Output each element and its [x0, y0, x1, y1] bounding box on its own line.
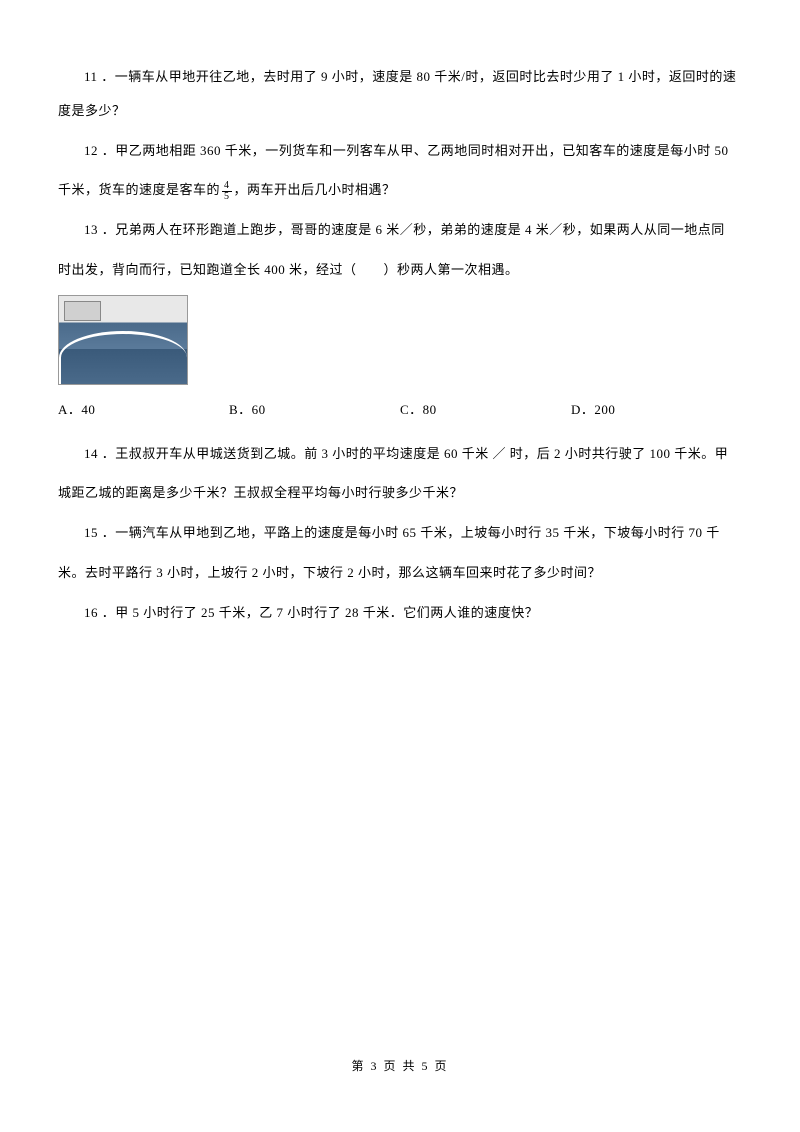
fraction-denominator: 5 [222, 192, 232, 202]
question-text-before-fraction: 千米，货车的速度是客车的 [58, 182, 220, 197]
question-text-line1: 一辆汽车从甲地到乙地，平路上的速度是每小时 65 千米，上坡每小时行 35 千米… [115, 525, 720, 540]
question-16: 16 ．甲 5 小时行了 25 千米，乙 7 小时行了 28 千米．它们两人谁的… [58, 596, 742, 630]
question-text-line1: 王叔叔开车从甲城送货到乙城。前 3 小时的平均速度是 60 千米 ／ 时，后 2… [115, 446, 728, 461]
option-d: D．200 [571, 393, 742, 427]
question-14-line2: 城距乙城的距离是多少千米？王叔叔全程平均每小时行驶多少千米？ [58, 476, 742, 510]
fraction: 45 [222, 181, 232, 202]
page-number: 第 3 页 共 5 页 [351, 1059, 448, 1073]
question-14: 14 ．王叔叔开车从甲城送货到乙城。前 3 小时的平均速度是 60 千米 ／ 时… [58, 437, 742, 471]
question-15-line2: 米。去时平路行 3 小时，上坡行 2 小时，下坡行 2 小时，那么这辆车回来时花… [58, 556, 742, 590]
question-number: 15 [84, 525, 98, 540]
track-illustration [58, 295, 188, 385]
page-footer: 第 3 页 共 5 页 [0, 1051, 800, 1082]
question-text-after-fraction: ，两车开出后几小时相遇？ [234, 182, 396, 197]
question-number: 16 [84, 605, 98, 620]
question-text-line1: 兄弟两人在环形跑道上跑步，哥哥的速度是 6 米／秒，弟弟的速度是 4 米／秒，如… [115, 222, 725, 237]
question-number: 12 [84, 143, 98, 158]
question-13: 13 ．兄弟两人在环形跑道上跑步，哥哥的速度是 6 米／秒，弟弟的速度是 4 米… [58, 213, 742, 247]
option-a: A．40 [58, 393, 229, 427]
question-13-options: A．40 B．60 C．80 D．200 [58, 393, 742, 427]
question-15: 15 ．一辆汽车从甲地到乙地，平路上的速度是每小时 65 千米，上坡每小时行 3… [58, 516, 742, 550]
question-number: 13 [84, 222, 98, 237]
question-13-line2: 时出发，背向而行，已知跑道全长 400 米，经过（ ）秒两人第一次相遇。 [58, 253, 742, 287]
question-number: 11 [84, 69, 98, 84]
question-12-line2: 千米，货车的速度是客车的45，两车开出后几小时相遇？ [58, 173, 742, 207]
question-12: 12 ．甲乙两地相距 360 千米，一列货车和一列客车从甲、乙两地同时相对开出，… [58, 134, 742, 168]
question-text: 甲 5 小时行了 25 千米，乙 7 小时行了 28 千米．它们两人谁的速度快？ [115, 605, 538, 620]
option-c: C．80 [400, 393, 571, 427]
option-b: B．60 [229, 393, 400, 427]
question-number: 14 [84, 446, 98, 461]
question-text-line2: 城距乙城的距离是多少千米？王叔叔全程平均每小时行驶多少千米？ [58, 485, 463, 500]
question-text-line2: 米。去时平路行 3 小时，上坡行 2 小时，下坡行 2 小时，那么这辆车回来时花… [58, 565, 601, 580]
question-11: 11 ．一辆车从甲地开往乙地，去时用了 9 小时，速度是 80 千米/时，返回时… [58, 60, 742, 128]
question-text-line1: 甲乙两地相距 360 千米，一列货车和一列客车从甲、乙两地同时相对开出，已知客车… [115, 143, 728, 158]
question-text: 一辆车从甲地开往乙地，去时用了 9 小时，速度是 80 千米/时，返回时比去时少… [58, 69, 736, 118]
question-text-line2: 时出发，背向而行，已知跑道全长 400 米，经过（ ）秒两人第一次相遇。 [58, 262, 519, 277]
